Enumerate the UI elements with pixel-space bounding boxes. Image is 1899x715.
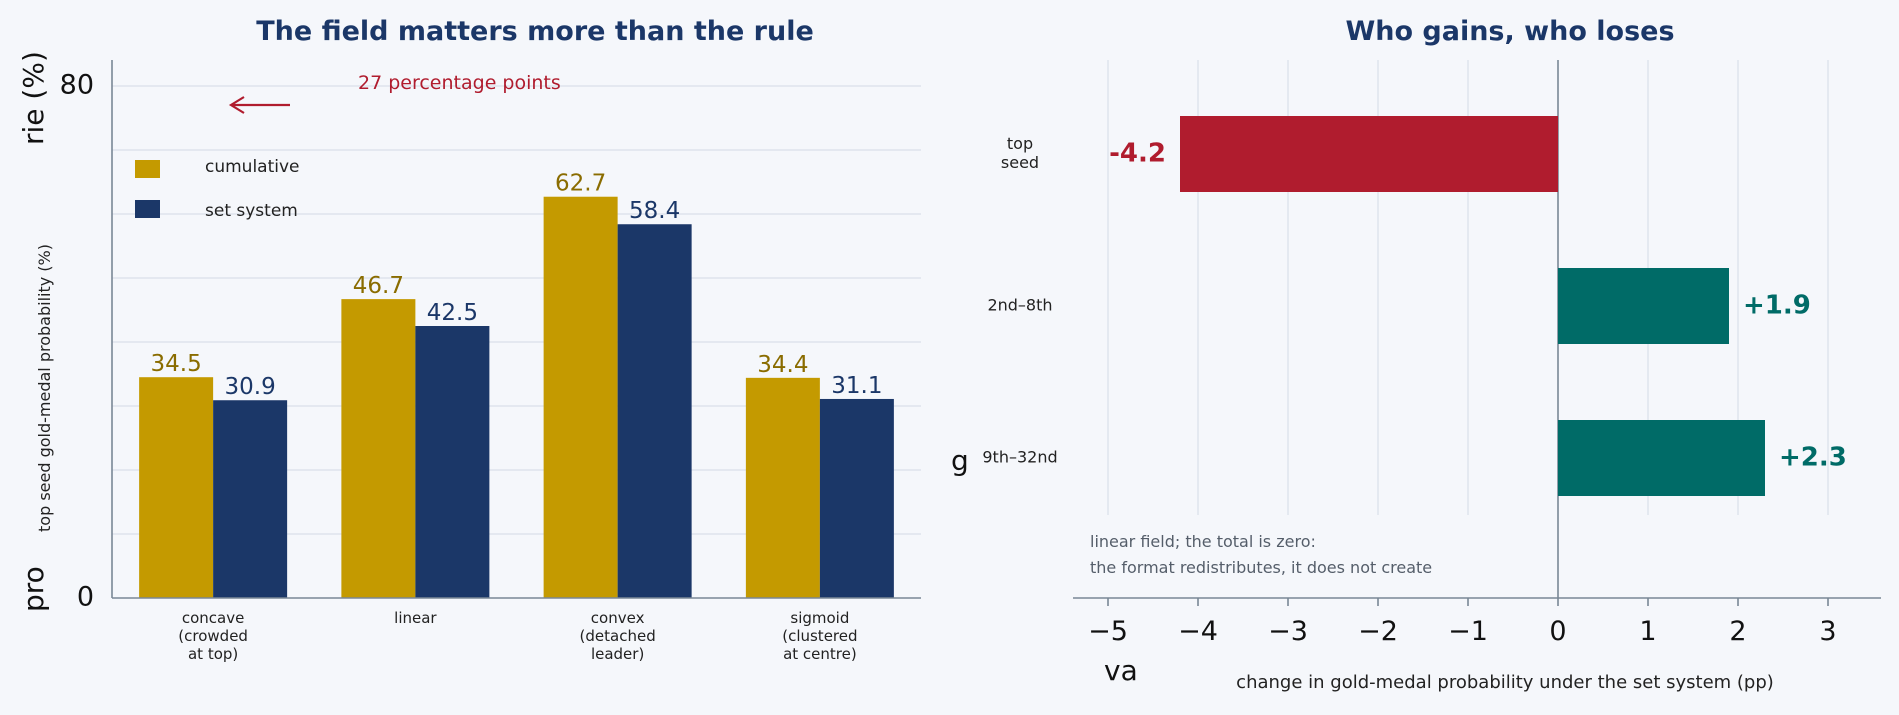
left-y-tick-label: 80 (60, 70, 94, 101)
right-x-ticks: −5 −4 −3 −2 −1 0 1 2 3 (1088, 598, 1837, 647)
right-x-tick-label: 0 (1549, 616, 1566, 647)
bar-cumulative (745, 377, 820, 598)
right-chart: Who gains, who loses -4.2 +1.9 +2.3 topsee… (951, 16, 1881, 693)
group-label: top (1007, 134, 1033, 153)
left-y-label-fragment-bottom: pro (17, 566, 50, 612)
category-label: linear (394, 609, 437, 627)
right-x-tick-label: −5 (1088, 616, 1128, 647)
legend-label-cumulative: cumulative (205, 157, 300, 177)
left-y-label-fragment-top: rie (%) (17, 51, 50, 145)
right-chart-title: Who gains, who loses (1345, 16, 1674, 47)
left-y-tick-label: 0 (77, 582, 94, 613)
group-label: 9th–32nd (982, 448, 1057, 467)
right-x-tick-label: 1 (1639, 616, 1656, 647)
category-label: (clustered (782, 627, 857, 645)
legend-swatch-set-system (135, 200, 160, 218)
annotation-gap: 27 percentage points (228, 72, 561, 114)
right-x-tick-label: 3 (1819, 616, 1836, 647)
right-x-tick-label: −3 (1268, 616, 1308, 647)
left-y-axis-label: top seed gold-medal probability (%) (35, 244, 54, 532)
legend-swatch-cumulative (135, 160, 160, 178)
left-chart: The field matters more than the rule 34.… (17, 16, 921, 663)
delta-value-label: +2.3 (1779, 443, 1847, 473)
bar-cumulative (139, 377, 214, 598)
bar-value-label: 58.4 (629, 198, 680, 224)
bar-value-label: 30.9 (225, 374, 276, 400)
left-value-labels: 34.5 30.9 46.7 42.5 62.7 58.4 34.4 31.1 (151, 171, 883, 401)
bar-value-label: 62.7 (555, 171, 606, 197)
right-x-tick-label: −1 (1448, 616, 1488, 647)
annotation-arrow-head-icon (228, 96, 245, 114)
right-x-axis-label: change in gold-medal probability under t… (1236, 672, 1774, 693)
bar-set-system (213, 400, 288, 598)
right-x-tick-label: −4 (1178, 616, 1218, 647)
category-label: sigmoid (790, 609, 849, 627)
right-y-label-fragment: g (951, 444, 969, 477)
note-line-2: the format redistributes, it does not cr… (1090, 558, 1432, 577)
bar-value-label: 34.4 (757, 352, 808, 378)
category-label: (crowded (178, 627, 248, 645)
right-x-tick-label: 2 (1729, 616, 1746, 647)
bar-cumulative (341, 299, 416, 598)
group-label: 2nd–8th (987, 296, 1052, 315)
bar-set-system (415, 326, 490, 598)
category-label: at top) (188, 645, 238, 663)
category-label: leader) (591, 645, 644, 663)
note-line-1: linear field; the total is zero: (1090, 532, 1316, 551)
category-label: at centre) (783, 645, 857, 663)
category-label: (detached (580, 627, 656, 645)
delta-value-label: -4.2 (1109, 139, 1166, 169)
delta-bar (1180, 116, 1558, 192)
category-label: convex (591, 609, 645, 627)
bar-value-label: 34.5 (151, 351, 202, 377)
left-chart-title: The field matters more than the rule (256, 16, 814, 47)
right-x-tick-label: −2 (1358, 616, 1398, 647)
bar-set-system (617, 224, 692, 599)
delta-bar (1558, 420, 1765, 496)
right-value-labels: -4.2 +1.9 +2.3 (1109, 139, 1847, 473)
bar-set-system (819, 398, 894, 598)
left-bars (139, 196, 894, 599)
bar-value-label: 46.7 (353, 273, 404, 299)
left-legend: cumulative set system (135, 157, 300, 221)
legend-label-set-system: set system (205, 201, 298, 221)
bar-cumulative (543, 196, 618, 598)
delta-value-label: +1.9 (1743, 291, 1811, 321)
bar-value-label: 42.5 (427, 300, 478, 326)
annotation-text: 27 percentage points (358, 72, 561, 94)
left-y-ticks: 0 80 (60, 70, 94, 613)
bar-value-label: 31.1 (831, 373, 882, 399)
right-note: linear field; the total is zero: the for… (1090, 532, 1432, 577)
right-bars (1180, 116, 1765, 496)
group-label: seed (1001, 153, 1039, 172)
delta-bar (1558, 268, 1729, 344)
category-label: concave (182, 609, 244, 627)
right-x-label-fragment: va (1104, 654, 1138, 687)
